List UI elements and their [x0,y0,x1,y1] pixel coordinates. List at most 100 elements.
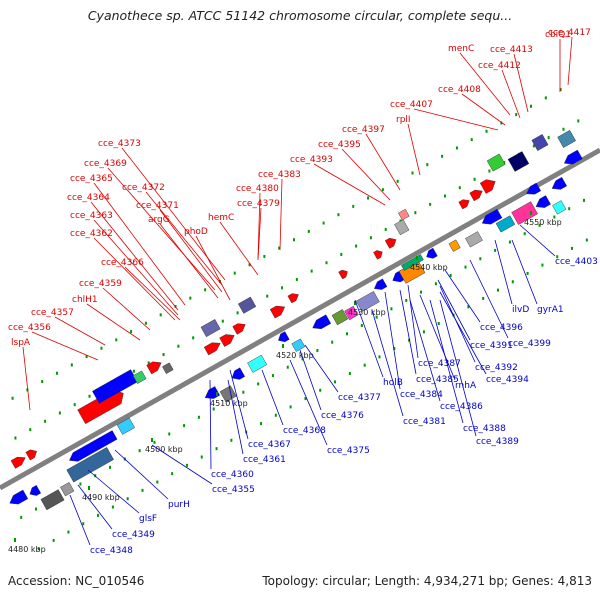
tick-dot [449,273,452,277]
reverse-gene-shape [344,305,359,321]
tick-dot [390,307,393,311]
reverse-gene [29,485,42,496]
reverse-gene [66,447,114,483]
forward-gene-shape [469,189,483,202]
tick-dot [183,424,186,428]
scale-label: 4510 kbp [210,399,248,408]
forward-label: cce_4395 [318,140,361,150]
forward-gene [25,449,37,461]
scale-tick [88,486,90,490]
backbone-line [0,147,600,491]
tick-dot [553,215,556,219]
reverse-callout [384,291,401,390]
reverse-gene-shape [247,354,268,373]
tick-dot [147,361,150,365]
tick-dot [544,96,547,100]
reverse-gene-shape [511,201,538,225]
forward-gene [557,130,576,148]
reverse-label: cce_4361 [243,455,286,465]
reverse-label: cce_4403 [555,257,598,267]
scale-label: 4490 kbp [82,493,120,502]
forward-label: lspA [11,338,31,348]
forward-gene [507,151,530,172]
forward-callout [31,331,99,361]
forward-label: hemC [208,213,234,223]
reverse-callout [77,484,113,530]
tick-dot [568,207,571,211]
reverse-gene [552,200,567,215]
tick-dot [426,163,429,167]
tick-dot [479,257,482,261]
forward-gene-shape [269,305,286,319]
reverse-callout [87,469,140,514]
tick-dot [189,296,192,300]
tick-dot [20,515,23,519]
reverse-label: cce_4368 [283,426,326,436]
tick-dot [360,323,363,327]
forward-label: cce_4369 [84,159,127,169]
reverse-callout [69,494,91,546]
forward-callout [513,53,529,113]
forward-gene-shape [232,323,246,335]
reverse-label: ilvD [512,305,529,315]
tick-dot [384,227,387,231]
tick-dot [171,472,174,476]
forward-label: chlH1 [72,295,98,305]
tick-dot [271,374,274,378]
forward-callout [257,192,261,259]
reverse-label: cce_4381 [403,417,446,427]
reverse-callout [227,379,244,455]
forward-gene-shape [394,219,410,236]
reverse-callout [114,449,169,500]
reverse-callout [407,284,419,359]
tick-dot [14,436,17,440]
forward-label: cce_4357 [31,308,74,318]
reverse-gene-shape [374,278,388,290]
reverse-callout [261,369,284,426]
reverse-label: cce_4348 [90,546,133,556]
forward-gene [146,361,162,375]
forward-gene-shape [458,199,470,210]
reverse-callout [371,309,404,417]
reverse-gene-shape [426,247,438,259]
forward-gene-shape [373,250,383,260]
reverse-label: cce_4392 [475,363,518,373]
reverse-gene-shape [66,447,114,483]
reverse-gene [291,338,306,352]
tick-dot [286,365,289,369]
reverse-callout [304,344,339,393]
tick-dot [212,407,215,411]
reverse-label: cce_4384 [400,390,443,400]
reverse-label: cce_4396 [480,323,523,333]
tick-dot [278,246,281,250]
tick-dot [289,405,292,409]
forward-gene-shape [200,319,221,338]
reverse-callout [354,299,384,378]
reverse-callout [519,224,556,257]
forward-callout [93,182,186,306]
reverse-gene [426,247,438,259]
tick-dot [259,422,262,426]
tick-dot [337,213,340,217]
tick-dot [420,290,423,294]
tick-dot [437,321,440,325]
tick-dot [523,232,526,236]
forward-callout [459,52,511,116]
forward-gene [398,208,410,221]
tick-dot [526,271,529,275]
tick-dot [159,313,162,317]
tick-dot [242,390,245,394]
tick-dot [115,338,118,342]
reverse-callout [299,349,322,411]
tick-dot [508,240,511,244]
forward-gene [287,293,299,304]
tick-dot [82,522,85,526]
tick-dot [441,154,444,158]
forward-gene [526,182,542,195]
tick-dot [304,397,307,401]
reverse-gene-shape [278,331,290,343]
reverse-gene [69,430,118,462]
topology-summary: Topology: circular; Length: 4,934,271 bp… [262,574,592,588]
forward-gene [232,323,246,335]
